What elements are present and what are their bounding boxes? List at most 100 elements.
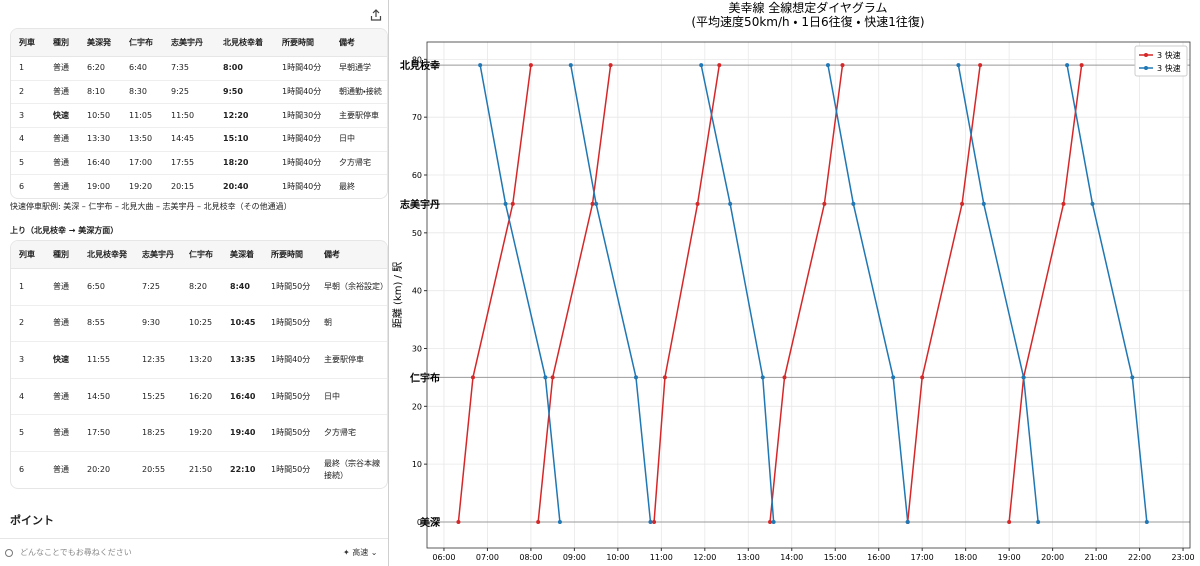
- table-cell: 1時間50分: [263, 450, 316, 488]
- table-cell: 11:55: [79, 341, 134, 379]
- data-point: [1090, 201, 1095, 206]
- data-point: [840, 63, 845, 68]
- table-row: 3 快速 10:50 11:05 11:50 12:20 1時間30分 主要駅停車: [11, 103, 387, 128]
- series-line: [479, 64, 1148, 523]
- table-cell: 普通: [45, 377, 79, 415]
- table-cell: 早朝（余裕設定）: [316, 268, 387, 306]
- table-cell: 14:50: [79, 377, 134, 415]
- table-cell: 6:40: [121, 56, 163, 81]
- table-row: 1 普通 6:50 7:25 8:20 8:40 1時間50分 早朝（余裕設定）: [11, 268, 387, 306]
- table-cell: 2: [11, 79, 45, 104]
- y-tick-label: 40: [412, 287, 422, 296]
- table-cell: 1時間40分: [274, 150, 331, 175]
- table-cell: 1時間40分: [274, 174, 331, 199]
- legend-label: 3 快速: [1157, 63, 1181, 73]
- table-cell: 13:50: [121, 127, 163, 152]
- table-cell: 朝通勤・接続: [331, 79, 387, 104]
- legend-marker: [1144, 66, 1148, 70]
- table-cell: 5: [11, 150, 45, 175]
- column-header: 列車: [11, 241, 45, 269]
- table-cell: 8:55: [79, 304, 134, 342]
- data-point: [1007, 519, 1012, 524]
- legend-label: 3 快速: [1157, 50, 1181, 60]
- x-tick-label: 16:00: [867, 553, 890, 562]
- table-cell: 20:40: [215, 174, 274, 199]
- series-line: [457, 65, 1083, 523]
- table-row: 4 普通 14:50 15:25 16:20 16:40 1時間50分 日中: [11, 377, 387, 415]
- table-cell: 8:30: [121, 79, 163, 104]
- table-cell: 8:00: [215, 56, 274, 81]
- x-tick-label: 08:00: [519, 553, 542, 562]
- x-tick-label: 17:00: [911, 553, 934, 562]
- table-cell: 普通: [45, 268, 79, 306]
- x-tick-label: 09:00: [563, 553, 586, 562]
- table-row: 1 普通 6:20 6:40 7:35 8:00 1時間40分 早朝通学: [11, 56, 387, 81]
- data-point: [550, 375, 555, 380]
- table-cell: 普通: [45, 79, 79, 104]
- table-cell: 12:20: [215, 103, 274, 128]
- x-tick-label: 19:00: [998, 553, 1021, 562]
- y-tick-label: 70: [412, 113, 422, 122]
- data-point: [568, 63, 573, 68]
- mode-button[interactable]: ✦ 高速 ⌄: [343, 548, 378, 557]
- table-cell: 11:05: [121, 103, 163, 128]
- down-table: 列車 種別 美深発 仁宇布 志美宇丹 北見枝幸着 所要時間 備考 1 普通 6:20 6:40 7:35…: [11, 29, 387, 199]
- table-cell: 1時間40分: [274, 127, 331, 152]
- x-tick-label: 15:00: [824, 553, 847, 562]
- input-bar[interactable]: どんなことでもお尋ねください ✦ 高速 ⌄: [0, 538, 388, 566]
- column-header: 仁宇布: [121, 29, 163, 57]
- table-row: 5 普通 16:40 17:00 17:55 18:20 1時間40分 夕方帰宅: [11, 150, 387, 175]
- data-point: [905, 519, 910, 524]
- data-point: [662, 375, 667, 380]
- table-cell: 11:50: [163, 103, 215, 128]
- table-cell: 15:25: [134, 377, 181, 415]
- table-cell: 18:20: [215, 150, 274, 175]
- data-point: [1130, 375, 1135, 380]
- table-cell: 7:35: [163, 56, 215, 81]
- table-row: 2 普通 8:55 9:30 10:25 10:45 1時間50分朝: [11, 304, 387, 342]
- data-point: [536, 519, 541, 524]
- attach-icon[interactable]: [4, 548, 14, 558]
- data-point: [633, 375, 638, 380]
- input-placeholder: どんなことでもお尋ねください: [20, 548, 132, 557]
- table-cell: 9:30: [134, 304, 181, 342]
- plot-frame: [426, 41, 1191, 549]
- x-tick-label: 21:00: [1085, 553, 1108, 562]
- table-cell: 16:20: [181, 377, 222, 415]
- table-cell: 普通: [45, 174, 79, 199]
- table-cell: 9:25: [163, 79, 215, 104]
- column-header: 北見枝幸発: [79, 241, 134, 269]
- station-label: 美深: [419, 516, 440, 529]
- table-cell: 3: [11, 341, 45, 379]
- x-tick-label: 06:00: [432, 553, 455, 562]
- station-label: 仁宇布: [410, 371, 440, 384]
- table-cell: 18:25: [134, 414, 181, 452]
- table-cell: 日中: [316, 377, 387, 415]
- table-cell: 17:55: [163, 150, 215, 175]
- table-row: 2 普通 8:10 8:30 9:25 9:50 1時間40分 朝通勤・接続: [11, 79, 387, 104]
- column-header: 備考: [316, 241, 387, 269]
- y-tick-label: 50: [412, 229, 422, 238]
- table-cell: 快速: [45, 341, 79, 379]
- table-cell: 1時間50分: [263, 268, 316, 306]
- data-point: [470, 375, 475, 380]
- table-cell: 9:50: [215, 79, 274, 104]
- table-cell: 1時間40分: [274, 79, 331, 104]
- data-point: [981, 201, 986, 206]
- y-tick-label: 10: [412, 460, 422, 469]
- table-cell: 16:40: [79, 150, 121, 175]
- table-cell: 7:25: [134, 268, 181, 306]
- up-heading: 上り（北見枝幸 → 美深方面）: [10, 226, 119, 235]
- y-tick-label: 80: [412, 55, 422, 64]
- column-header: 美深着: [222, 241, 263, 269]
- share-icon[interactable]: [370, 9, 382, 21]
- table-cell: 1: [11, 268, 45, 306]
- table-cell: 10:50: [79, 103, 121, 128]
- data-point: [648, 519, 653, 524]
- x-tick-label: 11:00: [650, 553, 673, 562]
- column-header: 種別: [45, 241, 79, 269]
- data-point: [782, 375, 787, 380]
- table-cell: 1時間40分: [263, 341, 316, 379]
- table-cell: 6:20: [79, 56, 121, 81]
